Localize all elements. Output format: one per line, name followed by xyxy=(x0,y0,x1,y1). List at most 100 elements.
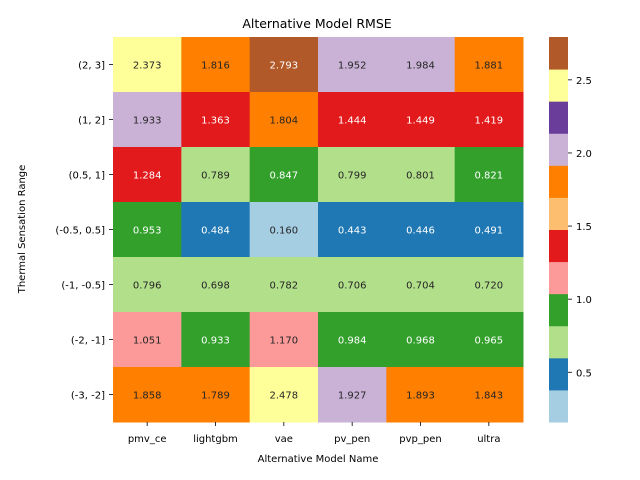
cell-value-label: 0.706 xyxy=(338,281,367,292)
x-tick-label: pmv_ce xyxy=(128,434,167,445)
cell-value-label: 0.847 xyxy=(270,171,299,182)
colorbar-tick-label: 2.0 xyxy=(576,149,592,160)
heatmap-cell xyxy=(454,92,524,148)
cell-value-label: 0.799 xyxy=(338,171,367,182)
cell-value-label: 1.881 xyxy=(475,61,504,72)
cell-value-label: 1.051 xyxy=(133,336,162,347)
heatmap-cell xyxy=(318,257,387,313)
y-tick-label: (2, 3] xyxy=(78,61,105,72)
cell-value-label: 1.858 xyxy=(133,391,162,402)
cell-value-label: 1.927 xyxy=(338,391,367,402)
cell-value-label: 2.793 xyxy=(270,61,299,72)
heatmap-cell xyxy=(386,257,456,313)
cell-value-label: 1.893 xyxy=(406,391,435,402)
cell-value-label: 1.804 xyxy=(270,116,299,127)
heatmap-cell xyxy=(181,147,251,203)
cell-value-label: 1.984 xyxy=(406,61,435,72)
heatmap-cell xyxy=(181,37,251,93)
colorbar-segment xyxy=(549,133,568,166)
cell-value-label: 1.789 xyxy=(201,391,230,402)
colorbar-segment xyxy=(549,101,568,134)
y-tick-label: (-3, -2] xyxy=(71,391,105,402)
colorbar-segment xyxy=(549,357,568,391)
colorbar-tick-label: 1.5 xyxy=(576,222,592,233)
cell-value-label: 0.789 xyxy=(201,171,230,182)
x-tick-label: vae xyxy=(275,434,293,445)
heatmap-cell xyxy=(113,147,182,203)
heatmap-cell xyxy=(181,367,251,423)
cell-value-label: 1.444 xyxy=(338,116,367,127)
colorbar: 0.5 1.0 1.5 2.0 2.5 xyxy=(549,37,592,423)
chart-title: Alternative Model RMSE xyxy=(242,16,391,31)
cell-value-label: 0.965 xyxy=(475,336,504,347)
y-tick-label: (1, 2] xyxy=(78,116,105,127)
cell-value-label: 1.284 xyxy=(133,171,162,182)
cell-value-label: 0.720 xyxy=(475,281,504,292)
cell-value-label: 0.968 xyxy=(406,336,435,347)
colorbar-segment xyxy=(549,261,568,295)
heatmap-cell xyxy=(249,312,319,368)
cell-value-label: 2.478 xyxy=(270,391,299,402)
heatmap-cell xyxy=(386,312,456,368)
heatmap-cell xyxy=(181,92,251,148)
cell-value-label: 1.952 xyxy=(338,61,367,72)
heatmap-cell xyxy=(386,367,456,423)
colorbar-segment xyxy=(549,165,568,198)
heatmap-cell xyxy=(454,37,524,93)
heatmap-cell xyxy=(386,202,456,258)
cell-value-label: 0.953 xyxy=(133,226,162,237)
heatmap-cell xyxy=(386,37,456,93)
heatmap-cell xyxy=(318,37,387,93)
x-tick-label: ultra xyxy=(477,434,500,445)
colorbar-segment xyxy=(549,69,568,102)
x-tick-label: lightgbm xyxy=(193,434,238,445)
heatmap-cell xyxy=(249,147,319,203)
heatmap-cells: 2.373 1.816 2.793 1.952 1.984 1.881 1.933 1.363… xyxy=(113,37,524,423)
colorbar-segment xyxy=(549,197,568,230)
heatmap-cell xyxy=(249,367,319,423)
heatmap-cell xyxy=(318,367,387,423)
heatmap-cell xyxy=(318,312,387,368)
colorbar-tick-label: 2.5 xyxy=(576,76,592,87)
heatmap-cell xyxy=(454,367,524,423)
cell-value-label: 0.698 xyxy=(201,281,230,292)
heatmap-cell xyxy=(318,147,387,203)
colorbar-segment xyxy=(549,37,568,70)
cell-value-label: 0.704 xyxy=(406,281,435,292)
heatmap-cell xyxy=(249,37,319,93)
heatmap-cell xyxy=(386,92,456,148)
heatmap-cell xyxy=(454,202,524,258)
heatmap-cell xyxy=(113,257,182,313)
cell-value-label: 1.449 xyxy=(406,116,435,127)
heatmap-cell xyxy=(454,257,524,313)
heatmap-cell xyxy=(181,312,251,368)
cell-value-label: 0.796 xyxy=(133,281,162,292)
heatmap-cell xyxy=(249,202,319,258)
y-axis-label: Thermal Sensation Range xyxy=(17,165,28,295)
heatmap-cell xyxy=(113,92,182,148)
cell-value-label: 0.160 xyxy=(270,226,299,237)
colorbar-segment xyxy=(549,229,568,263)
heatmap-cell xyxy=(113,202,182,258)
cell-value-label: 1.170 xyxy=(270,336,299,347)
heatmap-cell xyxy=(249,92,319,148)
heatmap-cell xyxy=(113,312,182,368)
y-tick-label: (-2, -1] xyxy=(71,336,105,347)
colorbar-segment xyxy=(549,325,568,359)
cell-value-label: 0.933 xyxy=(201,336,230,347)
heatmap-cell xyxy=(113,37,182,93)
y-tick-label: (0.5, 1] xyxy=(69,171,106,182)
colorbar-segment xyxy=(549,389,568,423)
colorbar-segment xyxy=(549,293,568,327)
x-axis-label: Alternative Model Name xyxy=(258,454,379,465)
cell-value-label: 1.363 xyxy=(201,116,230,127)
y-tick-label: (-0.5, 0.5] xyxy=(55,226,105,237)
cell-value-label: 0.446 xyxy=(406,226,435,237)
colorbar-tick-label: 1.0 xyxy=(576,295,592,306)
heatmap-cell xyxy=(181,202,251,258)
cell-value-label: 0.801 xyxy=(406,171,435,182)
cell-value-label: 0.984 xyxy=(338,336,367,347)
cell-value-label: 0.491 xyxy=(475,226,504,237)
heatmap-cell xyxy=(386,147,456,203)
